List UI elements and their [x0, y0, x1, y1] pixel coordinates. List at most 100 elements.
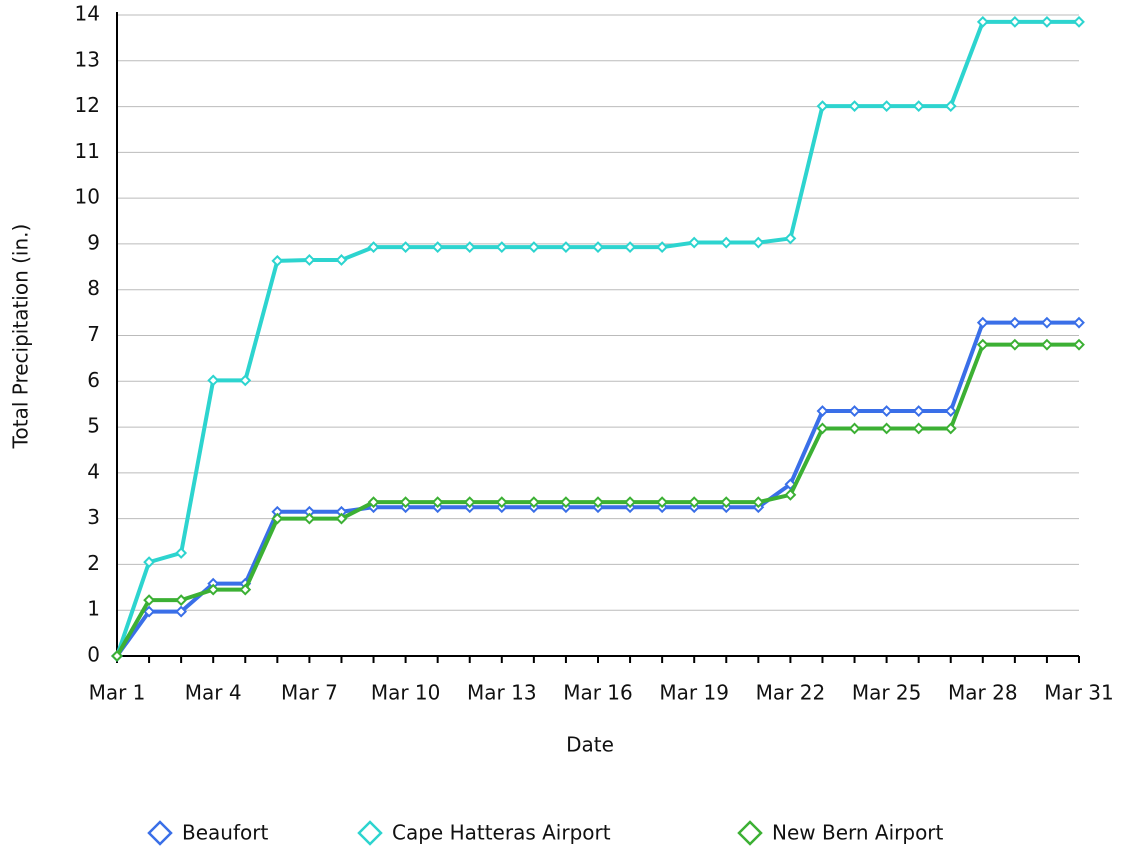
x-tick-label: Mar 19 [659, 681, 729, 705]
data-point [784, 488, 797, 501]
data-point [143, 605, 155, 618]
data-point [271, 254, 284, 267]
data-point [143, 594, 155, 607]
data-point [848, 405, 861, 417]
data-point [303, 512, 316, 525]
series-line [115, 320, 1079, 658]
y-tick-label: 2 [87, 551, 100, 575]
data-point [592, 241, 604, 254]
data-point [624, 496, 636, 509]
legend-marker [737, 820, 763, 846]
data-point [880, 100, 893, 113]
data-point [976, 338, 989, 351]
y-tick-label: 8 [87, 276, 100, 300]
data-point [560, 496, 572, 509]
data-point [527, 496, 540, 509]
data-point [239, 374, 252, 387]
x-tick-label: Mar 28 [948, 681, 1018, 705]
legend-marker [357, 820, 383, 846]
data-point [944, 100, 957, 113]
legend-label: New Bern Airport [772, 821, 944, 845]
y-tick-label: 11 [75, 139, 100, 163]
data-point [175, 594, 188, 607]
data-point [431, 496, 444, 509]
data-point [976, 15, 989, 28]
y-axis-label: Total Precipitation (in.) [9, 224, 33, 450]
data-point [848, 100, 861, 113]
y-tick-label: 4 [87, 459, 100, 483]
y-tick-label: 10 [75, 185, 100, 209]
data-point [399, 496, 412, 509]
data-point [1041, 316, 1053, 329]
legend-item: New Bern Airport [737, 820, 944, 846]
data-point [816, 422, 829, 435]
data-point [367, 241, 380, 254]
data-point [592, 496, 604, 509]
data-point [720, 236, 733, 249]
data-point [912, 100, 925, 113]
data-point [752, 496, 765, 509]
y-tick-label: 7 [87, 322, 100, 346]
data-point [207, 583, 220, 596]
data-point [175, 605, 188, 618]
data-point [912, 422, 925, 435]
legend-label: Cape Hatteras Airport [392, 821, 611, 845]
x-tick-label: Mar 13 [467, 681, 537, 705]
x-tick-label: Mar 16 [563, 681, 633, 705]
y-tick-label: 9 [87, 230, 100, 254]
data-point [656, 496, 669, 509]
data-point [495, 496, 508, 509]
x-tick-label: Mar 25 [852, 681, 922, 705]
data-point [784, 232, 797, 245]
data-point [399, 241, 412, 254]
data-point [1073, 15, 1085, 28]
data-point [463, 241, 476, 254]
x-tick-label: Mar 4 [185, 681, 242, 705]
data-point [527, 241, 540, 254]
data-point [207, 374, 220, 387]
data-point [880, 405, 893, 417]
legend-item: Cape Hatteras Airport [357, 820, 611, 846]
data-point [560, 241, 572, 254]
data-point [912, 405, 925, 417]
data-point [944, 405, 957, 417]
data-point [752, 236, 765, 249]
data-point [624, 241, 636, 254]
data-point [335, 512, 348, 525]
x-tick-label: Mar 1 [89, 681, 146, 705]
data-point [1008, 338, 1021, 351]
series-line [115, 19, 1079, 657]
data-point [271, 512, 284, 525]
data-point [111, 650, 123, 662]
data-point [175, 547, 188, 559]
y-tick-label: 12 [75, 93, 100, 117]
data-point [656, 241, 669, 254]
data-point [1008, 15, 1021, 28]
legend-item: Beaufort [147, 820, 268, 846]
y-tick-label: 1 [87, 597, 100, 621]
y-tick-label: 14 [75, 2, 100, 26]
y-tick-label: 0 [87, 643, 100, 667]
data-point [880, 422, 893, 435]
data-point [976, 316, 989, 329]
x-tick-label: Mar 22 [756, 681, 826, 705]
data-point [816, 100, 829, 113]
data-point [463, 496, 476, 509]
data-point [335, 254, 348, 266]
x-axis-label: Date [566, 733, 614, 757]
data-point [1073, 316, 1085, 329]
x-tick-label: Mar 31 [1044, 681, 1114, 705]
data-point [784, 478, 797, 491]
data-point [816, 405, 829, 417]
data-point [303, 254, 316, 266]
x-tick-label: Mar 10 [371, 681, 441, 705]
data-point [1008, 316, 1021, 329]
y-tick-label: 3 [87, 505, 100, 529]
data-point [720, 496, 733, 509]
y-tick-label: 13 [75, 47, 100, 71]
legend-label: Beaufort [182, 821, 268, 845]
legend-marker [147, 820, 173, 846]
y-tick-label: 5 [87, 414, 100, 438]
